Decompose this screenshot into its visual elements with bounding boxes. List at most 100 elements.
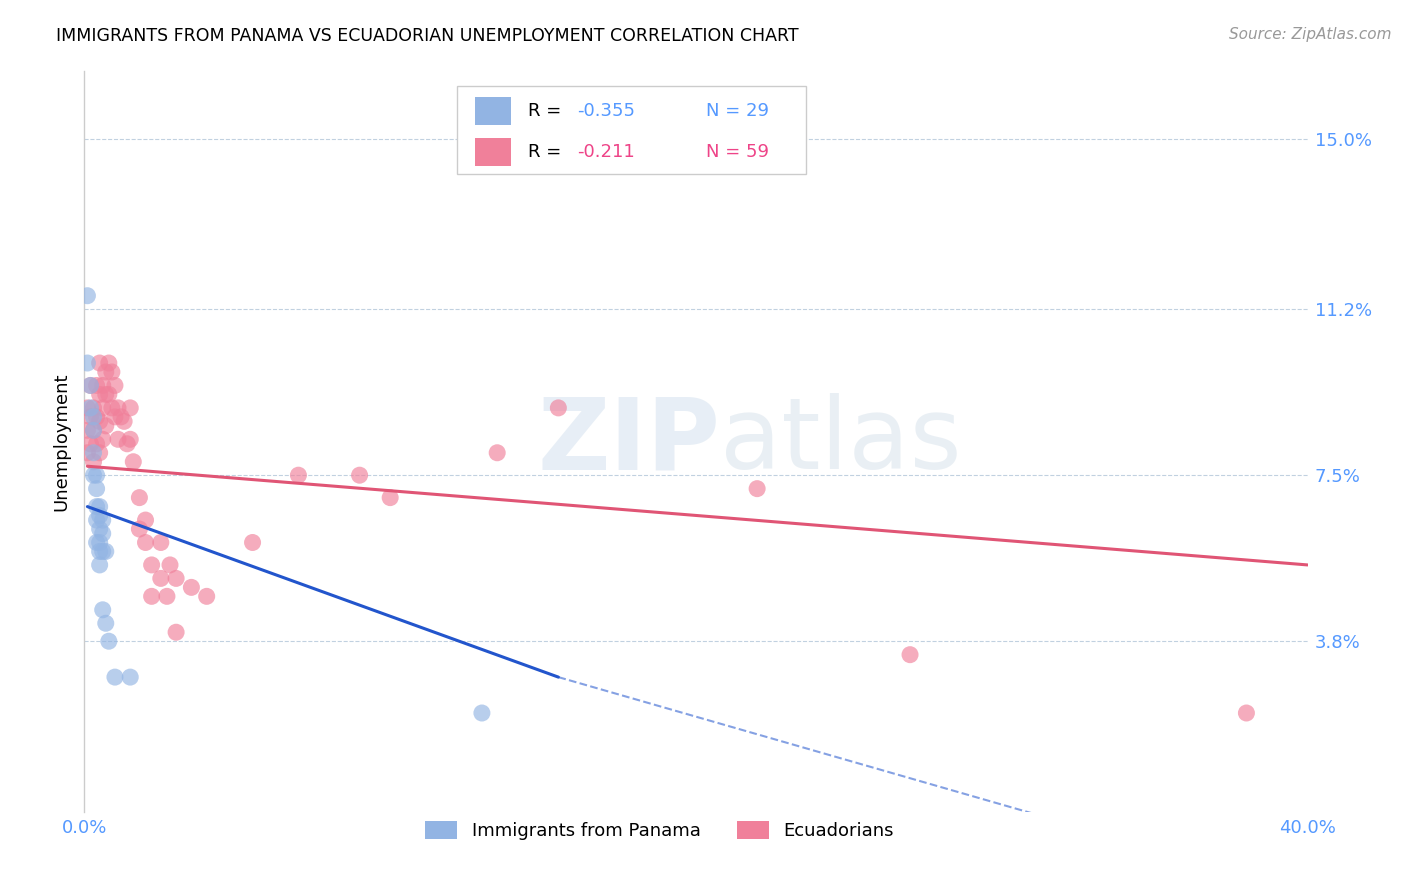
Point [89,500,111,514]
Point [97,387,120,401]
Point [287,468,309,483]
Point [94,418,117,433]
Point [159,558,181,572]
Point [89,387,111,401]
Point [89,522,111,536]
Point [94,544,117,558]
Point [101,365,124,379]
Point [86,513,108,527]
Point [156,590,179,604]
Point [165,625,187,640]
Point [135,513,157,527]
Point [898,648,921,662]
Point [76,356,98,370]
Point [349,468,371,483]
Point [180,580,202,594]
Point [141,590,163,604]
Point [91,378,114,392]
Point [91,526,114,541]
Text: Source: ZipAtlas.com: Source: ZipAtlas.com [1229,27,1392,42]
Point [120,670,142,684]
Point [83,401,105,415]
Point [89,558,111,572]
Point [86,378,108,392]
Text: R =: R = [529,143,568,161]
Point [83,446,105,460]
Point [94,387,117,401]
Point [76,423,98,437]
Point [86,468,108,483]
Point [107,432,129,446]
Point [115,437,138,451]
Text: -0.355: -0.355 [578,102,636,120]
Point [104,409,127,424]
Point [471,706,494,720]
Point [76,289,98,303]
Point [242,535,264,549]
Point [86,482,108,496]
Point [83,455,105,469]
Point [91,432,114,446]
Point [747,482,769,496]
Point [128,491,150,505]
Point [547,401,569,415]
Point [195,590,218,604]
Point [91,513,114,527]
Point [86,437,108,451]
Text: ZIP: ZIP [537,393,720,490]
Point [149,535,172,549]
Point [89,535,111,549]
Point [380,491,402,505]
Point [97,356,120,370]
Legend: Immigrants from Panama, Ecuadorians: Immigrants from Panama, Ecuadorians [418,814,901,847]
Point [86,500,108,514]
Point [83,409,105,424]
Point [141,558,163,572]
Point [1236,706,1258,720]
Point [79,378,101,392]
Point [89,544,111,558]
Point [135,535,157,549]
Y-axis label: Unemployment: Unemployment [52,372,70,511]
Point [76,401,98,415]
Point [94,365,117,379]
Point [104,378,127,392]
Point [91,401,114,415]
Point [120,432,142,446]
Point [76,446,98,460]
Point [110,409,132,424]
Point [165,571,187,585]
Point [486,446,509,460]
FancyBboxPatch shape [475,137,512,166]
Point [91,603,114,617]
Text: N = 59: N = 59 [706,143,769,161]
Point [107,401,129,415]
Point [104,670,127,684]
Text: R =: R = [529,102,568,120]
Point [89,446,111,460]
Point [112,414,135,428]
Point [83,468,105,483]
Point [128,522,150,536]
Point [89,356,111,370]
Point [122,455,145,469]
Point [149,571,172,585]
Point [101,401,124,415]
Point [83,423,105,437]
FancyBboxPatch shape [457,87,806,174]
Point [97,634,120,648]
FancyBboxPatch shape [475,96,512,125]
Point [120,401,142,415]
Text: atlas: atlas [720,393,962,490]
Point [79,437,101,451]
Point [86,535,108,549]
Point [79,378,101,392]
Text: N = 29: N = 29 [706,102,769,120]
Point [83,423,105,437]
Text: -0.211: -0.211 [578,143,636,161]
Point [86,409,108,424]
Point [79,401,101,415]
Point [79,409,101,424]
Point [91,544,114,558]
Point [89,414,111,428]
